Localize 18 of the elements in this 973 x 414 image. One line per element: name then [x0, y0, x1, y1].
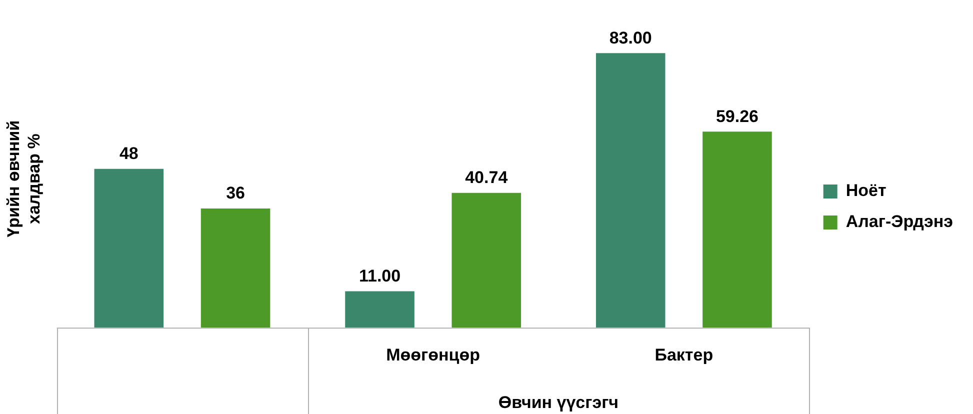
bar: [94, 168, 164, 328]
data-label: 83.00: [609, 28, 652, 48]
legend-label: Алаг-Эрдэнэ: [846, 212, 954, 232]
bar: [702, 132, 772, 328]
x-axis-title: Өвчин үүсгэгч: [498, 393, 619, 412]
bar: [200, 208, 270, 328]
bar: [596, 53, 666, 328]
data-label: 36: [226, 184, 245, 203]
y-axis-title: Үрийн өвчний халдвар %: [4, 120, 44, 238]
x-tick-label: Бактер: [654, 345, 714, 364]
bar: [452, 192, 522, 328]
data-label: 40.74: [465, 168, 508, 188]
bar: [345, 291, 414, 328]
legend-label: Ноёт: [846, 181, 886, 200]
x-tick-label: Мөөгөнцөр: [386, 345, 480, 364]
data-label: 11.00: [358, 266, 401, 286]
data-label: 59.26: [716, 106, 758, 126]
data-label: 48: [119, 144, 138, 164]
